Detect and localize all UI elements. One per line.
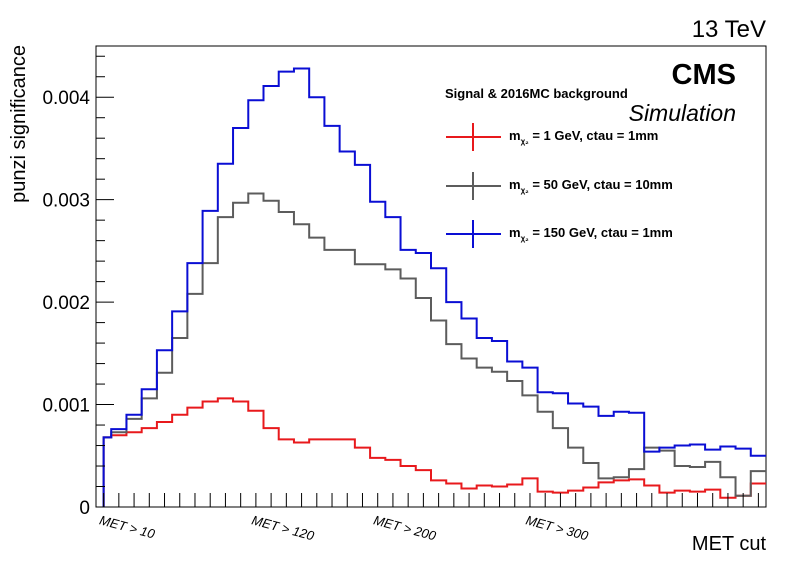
y-tick-label: 0.003 [42, 191, 90, 212]
cms-label: CMS [672, 59, 736, 91]
y-tick-label: 0.004 [42, 88, 90, 109]
energy-label: 13 TeV [692, 16, 766, 43]
y-axis-title: punzi significance [8, 45, 30, 203]
series-layer [102, 67, 766, 507]
x-axis-title: MET cut [692, 533, 767, 555]
x-tick-label: MET > 300 [524, 512, 590, 543]
series-line-1 [102, 397, 766, 507]
y-tick-label: 0 [79, 498, 90, 519]
x-tick-label: MET > 10 [98, 512, 157, 541]
axis-labels: 0 0.001 0.002 0.003 0.004 MET > 10 MET > 120 ME… [42, 88, 590, 543]
legend-entry-1: mχ₂ = 1 GeV, ctau = 1mm [446, 123, 658, 151]
legend-label: mχ₂ = 50 GeV, ctau = 10mm [509, 177, 673, 195]
legend-entry-3: mχ₂ = 150 GeV, ctau = 1mm [446, 220, 673, 248]
legend-entry-2: mχ₂ = 50 GeV, ctau = 10mm [446, 172, 673, 200]
series-line-3 [102, 67, 766, 507]
plot-frame [95, 45, 767, 508]
axis-ticks [96, 55, 759, 508]
series-line-2 [102, 192, 766, 507]
y-tick-label: 0.001 [42, 396, 90, 417]
plot-border [95, 45, 767, 508]
y-tick-label: 0.002 [42, 293, 90, 314]
simulation-label: Simulation [629, 100, 736, 126]
legend: mχ₂ = 1 GeV, ctau = 1mm mχ₂ = 50 GeV, cta… [446, 123, 673, 248]
legend-label: mχ₂ = 1 GeV, ctau = 1mm [509, 128, 658, 146]
legend-label: mχ₂ = 150 GeV, ctau = 1mm [509, 225, 673, 243]
legend-title: Signal & 2016MC background [445, 86, 628, 101]
x-tick-label: MET > 120 [250, 512, 316, 543]
x-tick-label: MET > 200 [372, 512, 438, 543]
